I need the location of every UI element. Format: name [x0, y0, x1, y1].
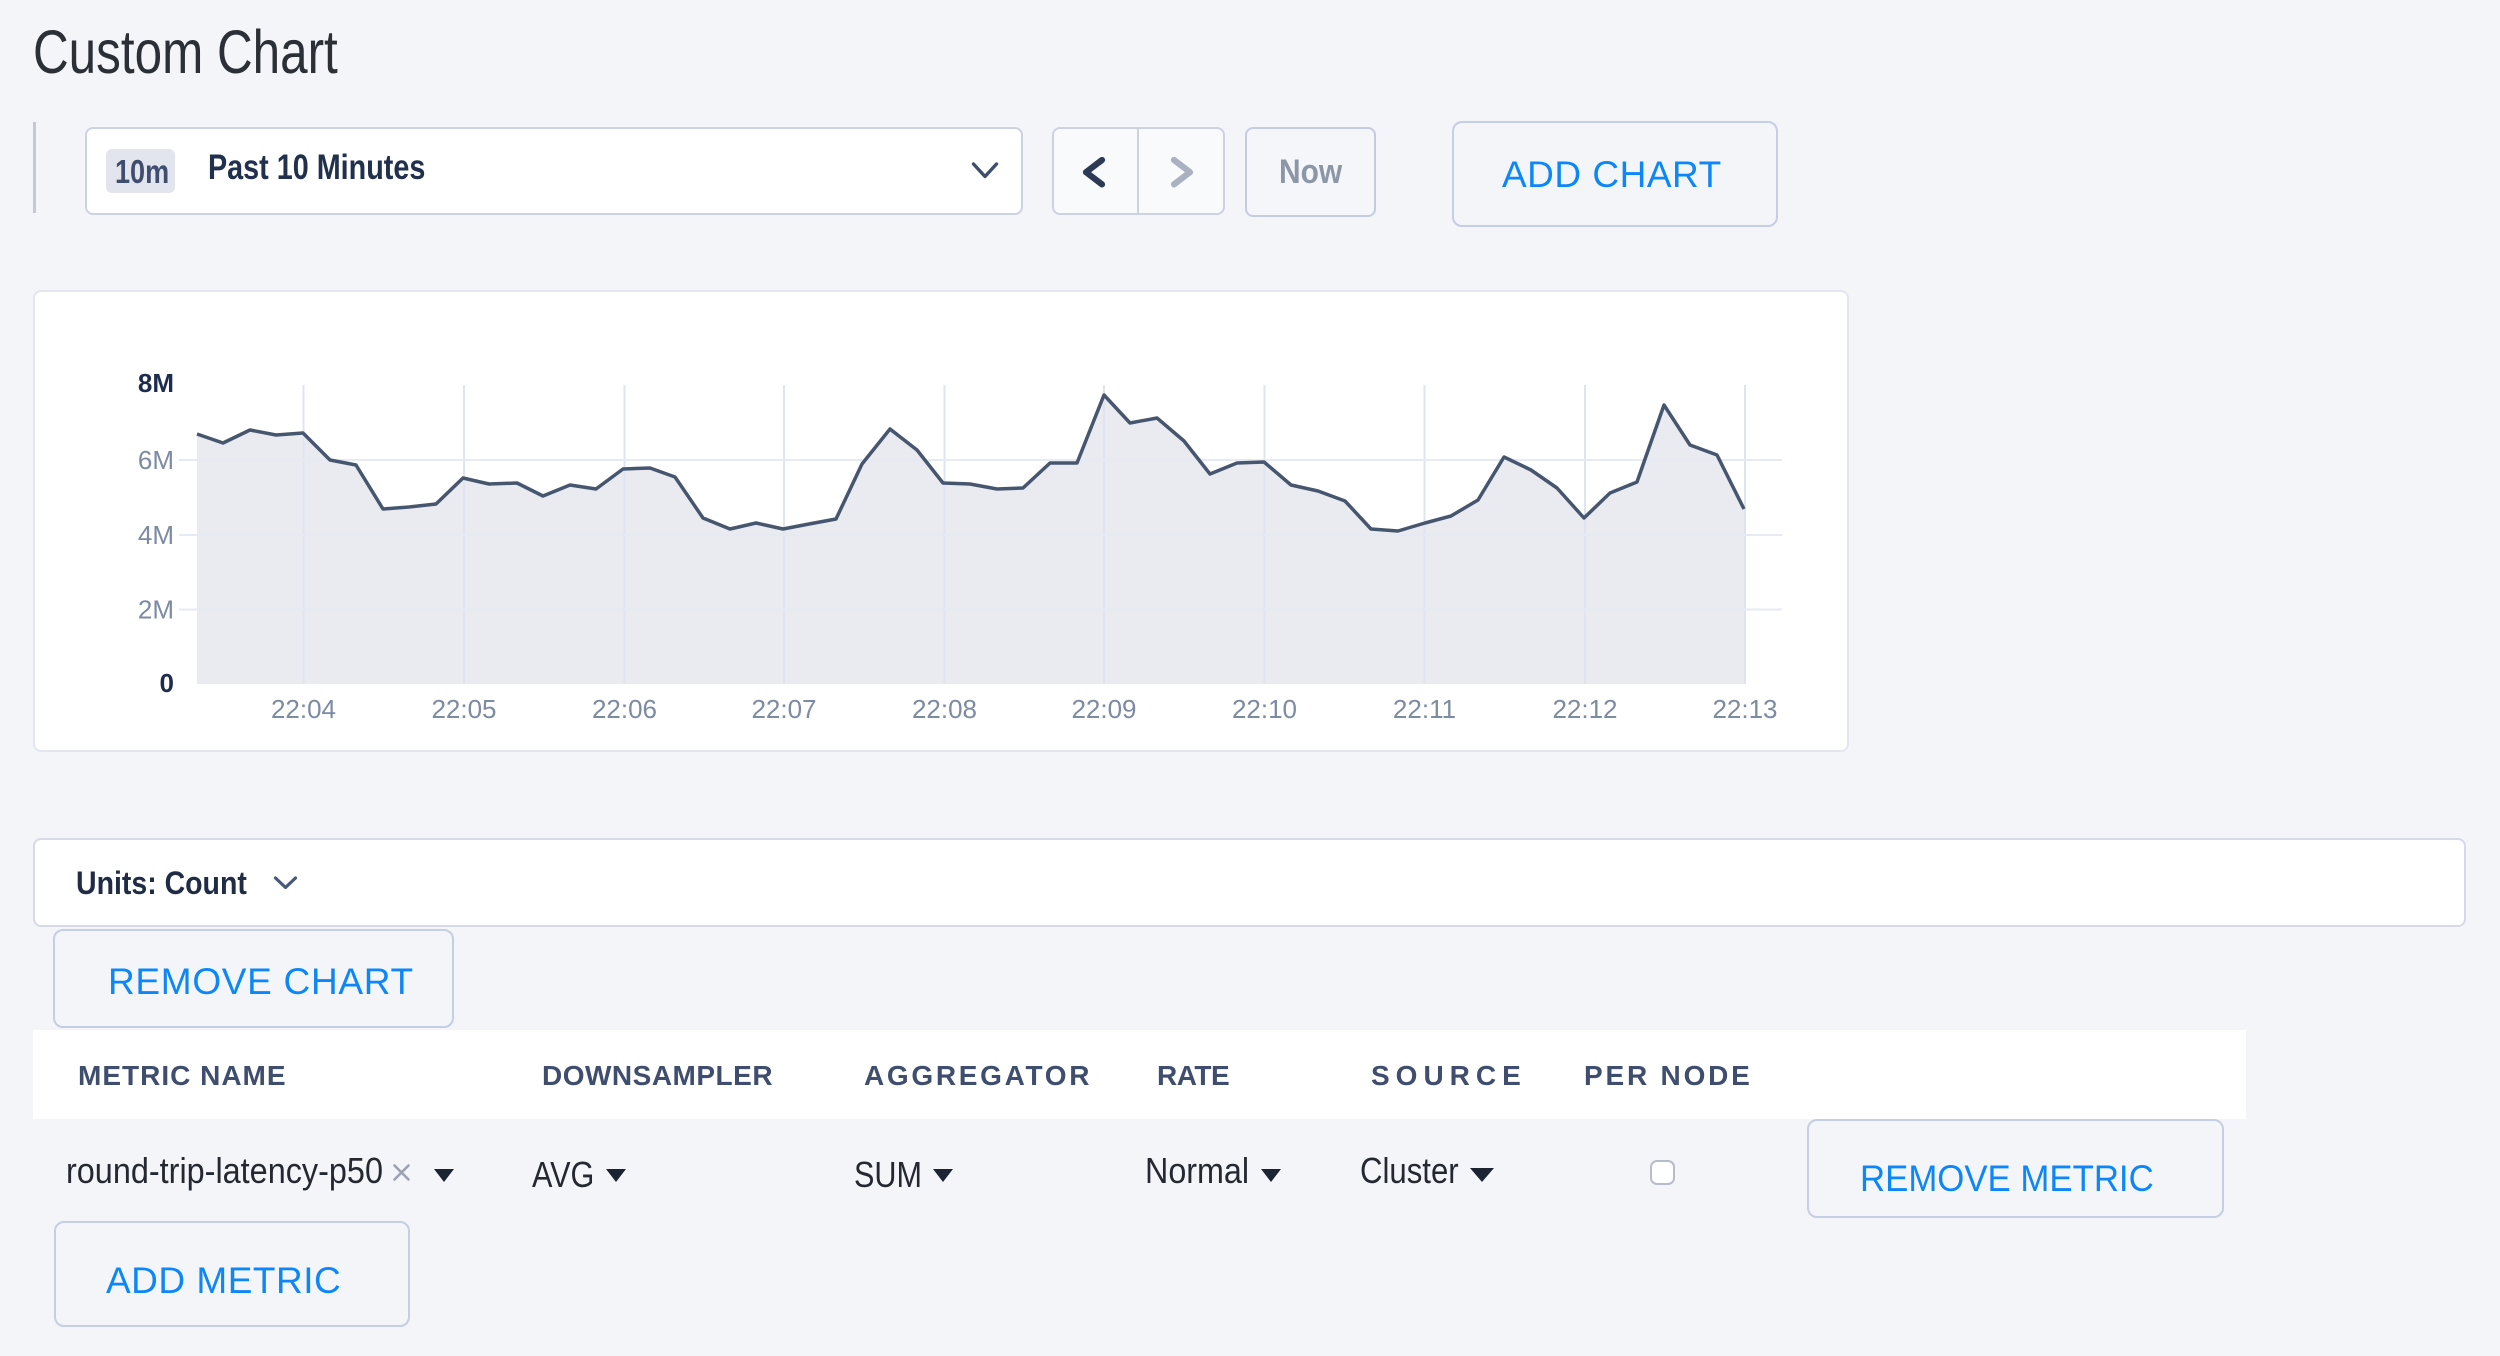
svg-text:22:11: 22:11: [1393, 694, 1456, 724]
svg-text:2M: 2M: [138, 595, 174, 625]
svg-text:22:13: 22:13: [1712, 694, 1777, 724]
svg-text:22:10: 22:10: [1232, 694, 1297, 724]
svg-text:22:09: 22:09: [1071, 694, 1136, 724]
svg-text:4M: 4M: [138, 520, 174, 550]
svg-text:0: 0: [160, 668, 174, 698]
svg-text:22:07: 22:07: [751, 694, 816, 724]
svg-text:22:05: 22:05: [431, 694, 496, 724]
svg-text:22:12: 22:12: [1552, 694, 1617, 724]
svg-text:8M: 8M: [138, 368, 174, 398]
svg-text:6M: 6M: [138, 445, 174, 475]
svg-text:22:08: 22:08: [912, 694, 977, 724]
svg-text:22:06: 22:06: [592, 694, 657, 724]
svg-text:22:04: 22:04: [271, 694, 336, 724]
